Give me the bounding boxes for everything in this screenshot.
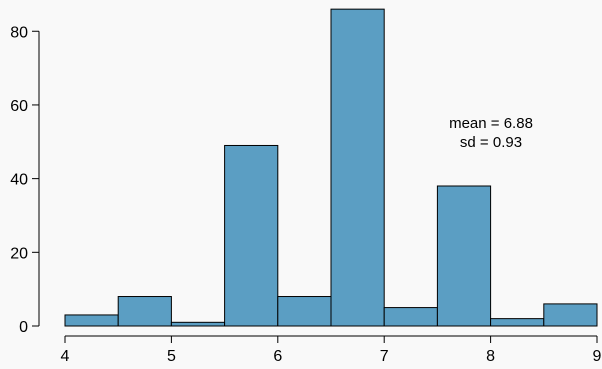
histogram-bar (224, 144, 279, 327)
x-tick-label: 9 (593, 348, 602, 365)
histogram-bar (490, 318, 545, 327)
histogram-bar (383, 307, 438, 327)
x-tick-label: 8 (486, 348, 495, 365)
bars-group (64, 8, 598, 327)
x-tick-label: 7 (380, 348, 389, 365)
y-tick-label: 20 (10, 245, 28, 262)
mean-annotation: mean = 6.88 (449, 115, 533, 132)
y-tick-label: 40 (10, 172, 28, 189)
x-axis: 4 5 6 7 8 9 (61, 335, 602, 365)
histogram-bar (436, 185, 492, 327)
y-tick-label: 0 (19, 319, 28, 336)
histogram-bar (64, 314, 119, 327)
y-tick-label: 60 (10, 98, 28, 115)
histogram-bar (117, 296, 172, 327)
sd-annotation: sd = 0.93 (460, 134, 522, 151)
x-tick-label: 5 (167, 348, 176, 365)
histogram-bar (543, 303, 598, 327)
histogram-bar (170, 321, 226, 327)
y-axis: 0 20 40 60 80 (10, 24, 40, 336)
histogram-bar (330, 8, 385, 327)
histogram-bar (277, 296, 332, 327)
x-tick-label: 6 (273, 348, 282, 365)
y-tick-label: 80 (10, 24, 28, 41)
x-tick-label: 4 (61, 348, 70, 365)
